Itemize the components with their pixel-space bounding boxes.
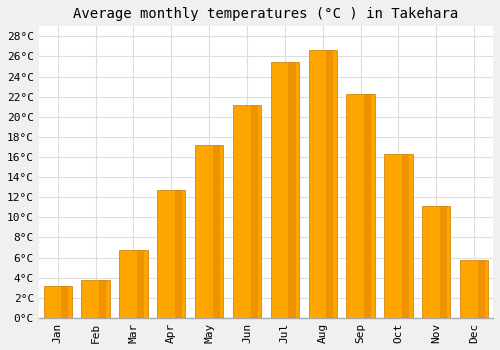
Bar: [478, 260, 485, 318]
Bar: [62, 286, 68, 318]
Bar: [326, 50, 334, 318]
Bar: [195, 145, 224, 318]
Bar: [288, 63, 296, 318]
Bar: [440, 206, 447, 318]
Bar: [82, 280, 110, 318]
Bar: [157, 190, 186, 318]
Bar: [270, 63, 299, 318]
Bar: [175, 190, 182, 318]
Bar: [212, 145, 220, 318]
Bar: [44, 286, 72, 318]
Bar: [422, 206, 450, 318]
Bar: [460, 260, 488, 318]
Bar: [384, 154, 412, 318]
Bar: [137, 250, 144, 318]
Bar: [119, 250, 148, 318]
Bar: [99, 280, 106, 318]
Bar: [402, 154, 409, 318]
Bar: [308, 50, 337, 318]
Bar: [250, 105, 258, 318]
Title: Average monthly temperatures (°C ) in Takehara: Average monthly temperatures (°C ) in Ta…: [74, 7, 458, 21]
Bar: [346, 94, 375, 318]
Bar: [233, 105, 261, 318]
Bar: [364, 94, 371, 318]
